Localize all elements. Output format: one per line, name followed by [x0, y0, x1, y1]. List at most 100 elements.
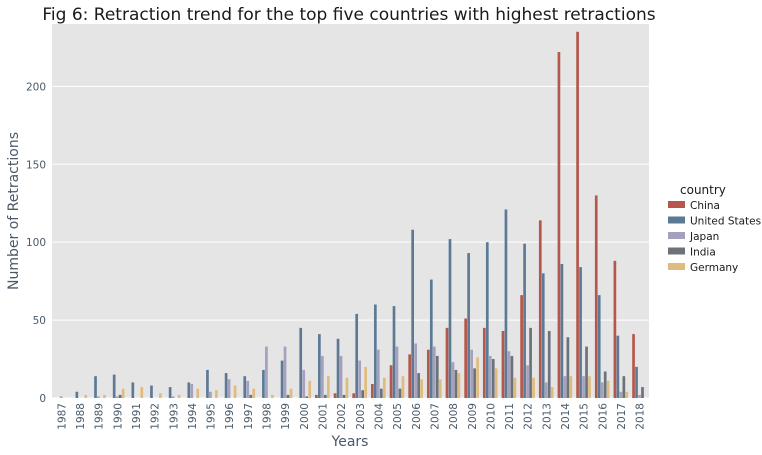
- legend-swatch: [668, 201, 685, 208]
- bar-united-states-1996: [224, 373, 228, 398]
- x-tick-label: 2005: [392, 403, 404, 430]
- bar-united-states-2002: [336, 338, 340, 398]
- bar-china-2006: [408, 354, 412, 398]
- bar-japan-1995: [209, 391, 212, 398]
- bar-india-2016: [603, 371, 607, 398]
- bar-india-2014: [566, 337, 570, 398]
- bar-united-states-2000: [299, 327, 303, 398]
- bar-united-states-2005: [392, 306, 396, 398]
- y-tick-label: 150: [26, 159, 46, 171]
- legend-swatch: [668, 263, 685, 270]
- bar-china-2009: [464, 318, 467, 398]
- bar-germany-1997: [252, 388, 256, 398]
- bar-china-2001: [315, 394, 318, 398]
- x-tick-label: 2011: [504, 403, 516, 430]
- y-axis-label: Number of Retractions: [6, 132, 22, 290]
- bar-japan-1990: [115, 396, 119, 398]
- bar-japan-2004: [376, 349, 380, 398]
- bar-united-states-1995: [206, 369, 209, 398]
- bar-united-states-1989: [94, 376, 97, 398]
- x-tick-label: 2014: [560, 403, 572, 430]
- bar-germany-2006: [420, 379, 423, 398]
- bar-japan-2012: [526, 365, 529, 398]
- bar-germany-2002: [345, 377, 349, 398]
- bar-japan-2008: [451, 362, 455, 398]
- x-axis-label: Years: [331, 434, 369, 450]
- y-tick-label: 100: [26, 237, 46, 249]
- bar-japan-1996: [227, 379, 231, 398]
- x-tick-label: 2016: [597, 403, 609, 430]
- bar-germany-1994: [196, 388, 200, 398]
- legend-label: India: [690, 247, 716, 259]
- bar-china-2004: [371, 383, 374, 398]
- bar-germany-2013: [550, 387, 554, 398]
- x-tick-label: 2002: [336, 403, 348, 430]
- bar-india-2000: [305, 396, 309, 398]
- y-tick-label: 200: [26, 81, 46, 93]
- bar-united-states-2017: [616, 335, 620, 398]
- bar-united-states-2016: [597, 295, 601, 398]
- x-tick-label: 2013: [541, 403, 553, 430]
- bar-japan-2011: [507, 351, 511, 398]
- bar-germany-2016: [606, 380, 610, 398]
- bar-germany-2001: [326, 376, 330, 398]
- x-tick-label: 2010: [485, 403, 497, 430]
- x-tick-label: 2003: [355, 403, 367, 430]
- bar-japan-1989: [97, 396, 100, 398]
- bar-germany-1998: [271, 394, 274, 398]
- bar-united-states-1998: [262, 369, 265, 398]
- bar-united-states-1999: [280, 360, 284, 398]
- bar-china-2002: [333, 393, 337, 398]
- bar-india-2006: [417, 373, 420, 398]
- bar-japan-2010: [488, 355, 492, 398]
- bar-china-2007: [426, 349, 430, 398]
- bar-india-2013: [547, 330, 551, 398]
- bar-germany-2009: [476, 357, 479, 398]
- x-tick-label: 2004: [373, 403, 385, 430]
- bar-india-1999: [286, 394, 290, 398]
- bar-japan-2015: [582, 376, 585, 398]
- x-tick-label: 1996: [224, 403, 236, 430]
- bar-japan-1999: [283, 346, 287, 398]
- x-axis: 1987 1988 1989 1990 1991 1992 1993 1994 1995 1996…: [56, 403, 646, 430]
- y-tick-label: 0: [39, 393, 46, 405]
- bar-germany-2012: [532, 377, 535, 398]
- bar-united-states-2012: [523, 243, 526, 398]
- bar-japan-2018: [638, 394, 641, 398]
- bar-germany-1996: [233, 385, 237, 398]
- bar-japan-2002: [339, 355, 343, 398]
- x-tick-label: 1991: [131, 403, 143, 430]
- bar-china-2016: [594, 195, 598, 398]
- x-tick-label: 1999: [280, 403, 292, 430]
- bar-china-2003: [352, 393, 356, 398]
- bar-united-states-2001: [318, 334, 321, 398]
- bar-china-2014: [557, 52, 561, 399]
- bar-united-states-2009: [467, 253, 470, 398]
- x-tick-label: 1995: [206, 403, 218, 430]
- x-tick-label: 2018: [635, 403, 647, 430]
- bar-japan-2003: [358, 360, 362, 398]
- bar-united-states-2003: [355, 313, 359, 398]
- x-tick-label: 1988: [75, 403, 87, 430]
- legend-label: China: [690, 200, 720, 212]
- bar-india-1990: [118, 394, 122, 398]
- x-tick-label: 2007: [429, 403, 441, 430]
- bar-germany-2017: [625, 391, 629, 398]
- chart-title: Fig 6: Retraction trend for the top five…: [42, 5, 655, 25]
- bar-germany-1992: [159, 393, 162, 398]
- bar-united-states-2004: [374, 304, 377, 398]
- bar-united-states-2014: [560, 263, 564, 398]
- bar-germany-1989: [103, 394, 106, 398]
- legend-label: Germany: [690, 262, 738, 274]
- bar-germany-1993: [177, 394, 181, 398]
- bar-india-2004: [379, 388, 383, 398]
- bar-china-2015: [576, 31, 579, 399]
- legend-swatch: [668, 216, 685, 224]
- bar-germany-2010: [494, 368, 498, 398]
- bar-germany-2007: [438, 379, 442, 398]
- bar-united-states-1990: [112, 374, 116, 398]
- x-tick-label: 2008: [448, 403, 460, 430]
- bar-germany-2003: [364, 366, 367, 398]
- bar-germany-1995: [215, 390, 218, 398]
